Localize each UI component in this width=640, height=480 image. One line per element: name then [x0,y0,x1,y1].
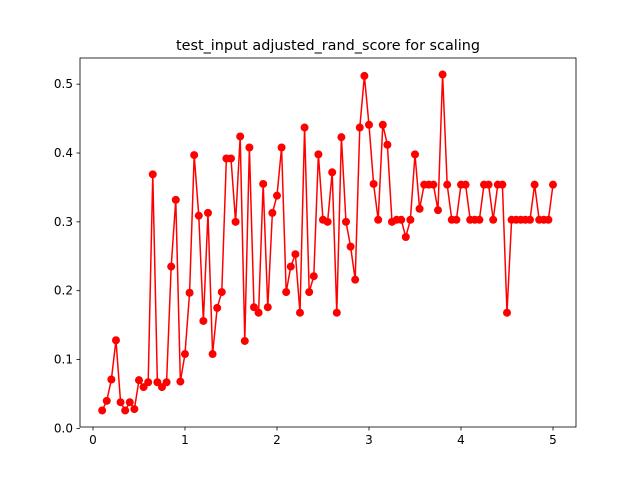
point [291,250,300,259]
point [226,154,235,163]
point [305,288,314,297]
point [502,308,511,317]
point [194,211,203,220]
y-tick-label: 0.1 [54,353,73,367]
point [245,143,254,152]
point [171,195,180,204]
point [346,242,355,251]
point [374,215,383,224]
point [484,180,493,189]
point [429,180,438,189]
x-tick-label: 5 [549,433,557,447]
y-tick-label: 0.2 [54,284,73,298]
point [107,375,116,384]
x-tick-label: 3 [365,433,373,447]
point [282,288,291,297]
point [240,336,249,345]
x-tick-label: 4 [457,433,465,447]
point [111,336,120,345]
point [401,232,410,241]
point [121,406,130,415]
point [254,308,263,317]
point [397,215,406,224]
point [452,215,461,224]
point [498,180,507,189]
point [167,262,176,271]
point [323,217,332,226]
point [548,180,557,189]
point [190,151,199,160]
point [438,70,447,79]
point [383,140,392,149]
point [369,179,378,188]
point [309,272,318,281]
point [185,288,194,297]
point [176,377,185,386]
point [406,215,415,224]
point [461,180,470,189]
point [203,208,212,217]
point [263,303,272,312]
point [378,120,387,129]
point [236,132,245,141]
point [525,215,534,224]
point [328,168,337,177]
point [300,123,309,132]
point [332,308,341,317]
point [98,406,107,415]
point [148,170,157,179]
point [433,206,442,215]
point [102,396,111,405]
point [231,217,240,226]
point [116,398,125,407]
point [351,275,360,284]
point [337,133,346,142]
point [180,350,189,359]
point [130,405,139,414]
x-tick-label: 2 [273,433,281,447]
point [162,378,171,387]
point [249,303,258,312]
point [286,262,295,271]
point [295,308,304,317]
y-tick-label: 0.5 [54,77,73,91]
x-tick-label: 0 [89,433,97,447]
point [530,180,539,189]
point [268,208,277,217]
point [134,376,143,385]
point [475,215,484,224]
point [410,150,419,159]
point [360,71,369,80]
point [364,120,373,129]
point [443,180,452,189]
point [259,179,268,188]
point [415,204,424,213]
point [277,143,286,152]
point [217,288,226,297]
point [199,316,208,325]
point [144,378,153,387]
point [314,150,323,159]
plot-frame [79,57,577,428]
y-tick-label: 0.0 [54,421,73,435]
point [272,191,281,200]
point [341,217,350,226]
y-tick-label: 0.4 [54,146,73,160]
chart-title: test_input adjusted_rand_score for scali… [176,38,480,54]
point [125,398,134,407]
point [355,123,364,132]
x-tick-label: 1 [181,433,189,447]
y-tick-label: 0.3 [54,215,73,229]
point [544,215,553,224]
point [489,215,498,224]
point [213,303,222,312]
point [208,350,217,359]
